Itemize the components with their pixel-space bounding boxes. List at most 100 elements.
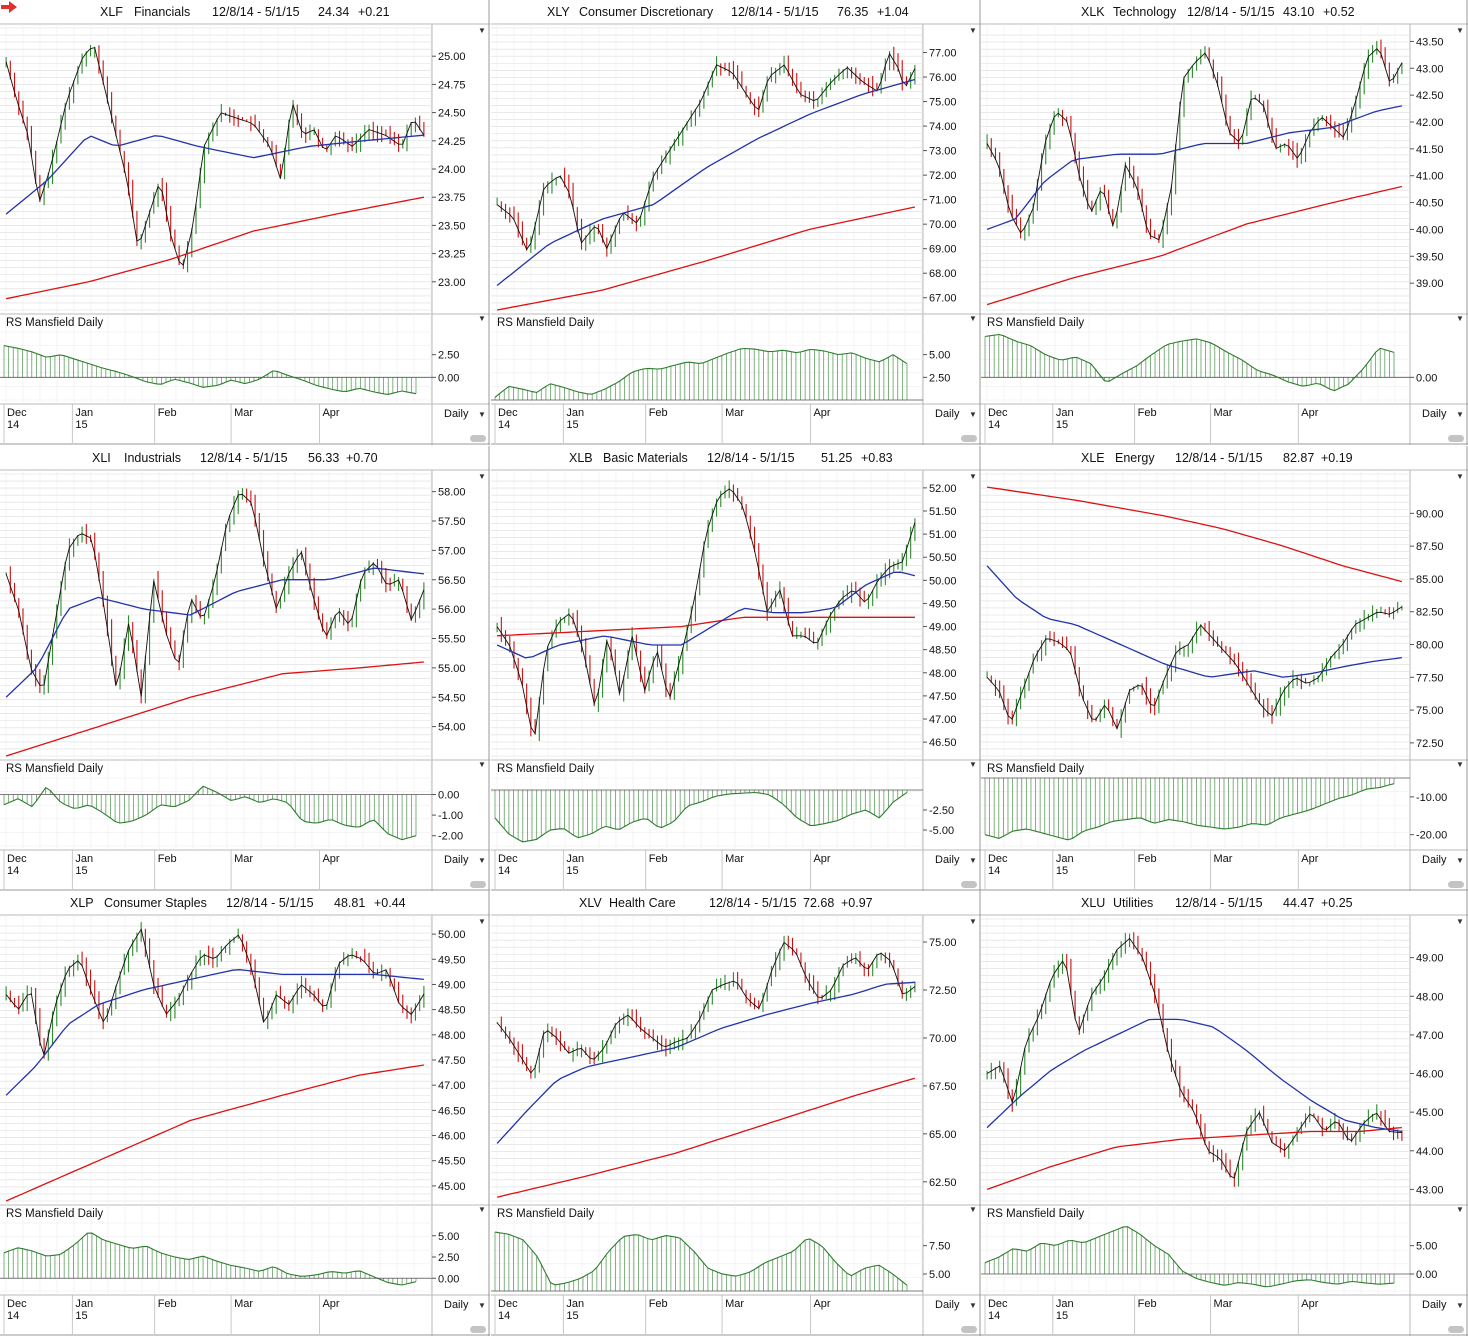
price-menu-caret[interactable]: ▼	[1456, 917, 1464, 926]
y-tick-label: 52.00	[929, 483, 957, 495]
header-name: Industrials	[124, 451, 181, 465]
price-menu-caret[interactable]: ▼	[969, 917, 977, 926]
rs-menu-caret[interactable]: ▼	[1456, 314, 1464, 323]
x-month-label: Apr	[813, 407, 830, 419]
period-selector[interactable]: Daily	[444, 854, 469, 866]
x-month-label: Mar	[234, 1298, 253, 1310]
header-change: +1.04	[877, 5, 909, 19]
scroll-thumb[interactable]	[470, 881, 486, 888]
rs-histogram	[494, 1232, 908, 1291]
period-caret[interactable]: ▼	[969, 410, 977, 419]
period-caret[interactable]: ▼	[969, 856, 977, 865]
period-caret[interactable]: ▼	[1456, 856, 1464, 865]
scroll-thumb[interactable]	[470, 435, 486, 442]
rs-tick-label: 2.50	[438, 350, 459, 362]
rs-tick-label: 0.00	[1416, 372, 1437, 384]
y-tick-label: 48.50	[929, 645, 957, 657]
scroll-thumb[interactable]	[1448, 881, 1464, 888]
price-menu-caret[interactable]: ▼	[969, 472, 977, 481]
scroll-thumb[interactable]	[470, 1326, 486, 1333]
x-month-label: Apr	[1301, 853, 1318, 865]
period-selector[interactable]: Daily	[1422, 408, 1447, 420]
rs-line	[494, 347, 908, 398]
period-selector[interactable]: Daily	[935, 408, 960, 420]
header-last: 48.81	[334, 896, 366, 910]
price-menu-caret[interactable]: ▼	[478, 26, 486, 35]
x-year-label: 15	[75, 419, 87, 431]
chart-svg: 50.00 49.50 49.00 48.50 48.00 47.50 47.00 46.50…	[0, 891, 490, 1336]
period-selector[interactable]: Daily	[935, 1299, 960, 1311]
period-caret[interactable]: ▼	[1456, 410, 1464, 419]
rs-menu-caret[interactable]: ▼	[478, 760, 486, 769]
y-tick-label: 49.50	[929, 598, 957, 610]
period-caret[interactable]: ▼	[478, 1301, 486, 1310]
period-selector[interactable]: Daily	[444, 408, 469, 420]
rs-tick-label: -20.00	[1416, 830, 1447, 842]
scroll-thumb[interactable]	[961, 1326, 977, 1333]
chart-svg: 25.00 24.75 24.50 24.25 24.00 23.75 23.50 23.25…	[0, 0, 490, 445]
x-month-label: Feb	[649, 853, 668, 865]
close-line	[5, 47, 425, 266]
price-menu-caret[interactable]: ▼	[478, 472, 486, 481]
x-month-label: Jan	[1056, 1298, 1074, 1310]
header-name: Technology	[1113, 5, 1177, 19]
rs-menu-caret[interactable]: ▼	[969, 760, 977, 769]
price-menu-caret[interactable]: ▼	[478, 917, 486, 926]
ma50-line	[5, 134, 424, 215]
header-range: 12/8/14 - 5/1/15	[707, 451, 795, 465]
price-menu-caret[interactable]: ▼	[1456, 472, 1464, 481]
y-tick-label: 39.50	[1416, 251, 1444, 263]
rs-tick-label: 5.00	[929, 350, 950, 362]
ma50-line	[496, 981, 915, 1144]
x-month-label: Dec	[988, 853, 1008, 865]
scroll-thumb[interactable]	[961, 881, 977, 888]
rs-tick-label: 5.00	[929, 1269, 950, 1281]
period-selector[interactable]: Daily	[1422, 854, 1447, 866]
header-last: 56.33	[308, 451, 340, 465]
x-year-label: 15	[566, 419, 578, 431]
y-tick-label: 47.50	[438, 1055, 466, 1067]
scroll-thumb[interactable]	[1448, 435, 1464, 442]
header-ticker: XLU	[1081, 896, 1106, 910]
period-caret[interactable]: ▼	[1456, 1301, 1464, 1310]
price-bars	[5, 45, 425, 273]
header-name: Financials	[134, 5, 191, 19]
rs-menu-caret[interactable]: ▼	[478, 314, 486, 323]
period-selector[interactable]: Daily	[1422, 1299, 1447, 1311]
x-month-label: Mar	[234, 407, 253, 419]
period-caret[interactable]: ▼	[478, 410, 486, 419]
chart-header: XLE Energy 12/8/14 - 5/1/15 82.87 +0.19	[981, 446, 1468, 470]
y-tick-label: 65.00	[929, 1129, 957, 1141]
header-change: +0.97	[841, 896, 873, 910]
red-arrow-icon[interactable]	[0, 0, 18, 14]
ma50-line	[986, 565, 1402, 678]
rs-menu-caret[interactable]: ▼	[478, 1205, 486, 1214]
x-month-label: Dec	[498, 853, 518, 865]
x-month-label: Feb	[158, 853, 177, 865]
header-name: Basic Materials	[603, 451, 688, 465]
period-caret[interactable]: ▼	[969, 1301, 977, 1310]
header-name: Health Care	[609, 896, 676, 910]
chart-svg: 43.50 43.00 42.50 42.00 41.50 41.00 40.50 40.00…	[981, 0, 1468, 445]
y-tick-label: 82.50	[1416, 607, 1444, 619]
period-selector[interactable]: Daily	[935, 854, 960, 866]
y-tick-label: 42.00	[1416, 117, 1444, 129]
header-ticker: XLY	[547, 5, 570, 19]
header-change: +0.83	[861, 451, 893, 465]
chart-header: XLB Basic Materials 12/8/14 - 5/1/15 51.25 +…	[491, 446, 981, 470]
rs-tick-label: 0.00	[1416, 1269, 1437, 1281]
period-caret[interactable]: ▼	[478, 856, 486, 865]
price-menu-caret[interactable]: ▼	[969, 26, 977, 35]
y-tick-label: 62.50	[929, 1177, 957, 1189]
price-bars	[5, 922, 425, 1061]
rs-menu-caret[interactable]: ▼	[1456, 1205, 1464, 1214]
rs-menu-caret[interactable]: ▼	[969, 1205, 977, 1214]
rs-line	[984, 1226, 1395, 1288]
period-selector[interactable]: Daily	[444, 1299, 469, 1311]
rs-menu-caret[interactable]: ▼	[1456, 760, 1464, 769]
price-menu-caret[interactable]: ▼	[1456, 26, 1464, 35]
scroll-thumb[interactable]	[1448, 1326, 1464, 1333]
rs-menu-caret[interactable]: ▼	[969, 314, 977, 323]
scroll-thumb[interactable]	[961, 435, 977, 442]
